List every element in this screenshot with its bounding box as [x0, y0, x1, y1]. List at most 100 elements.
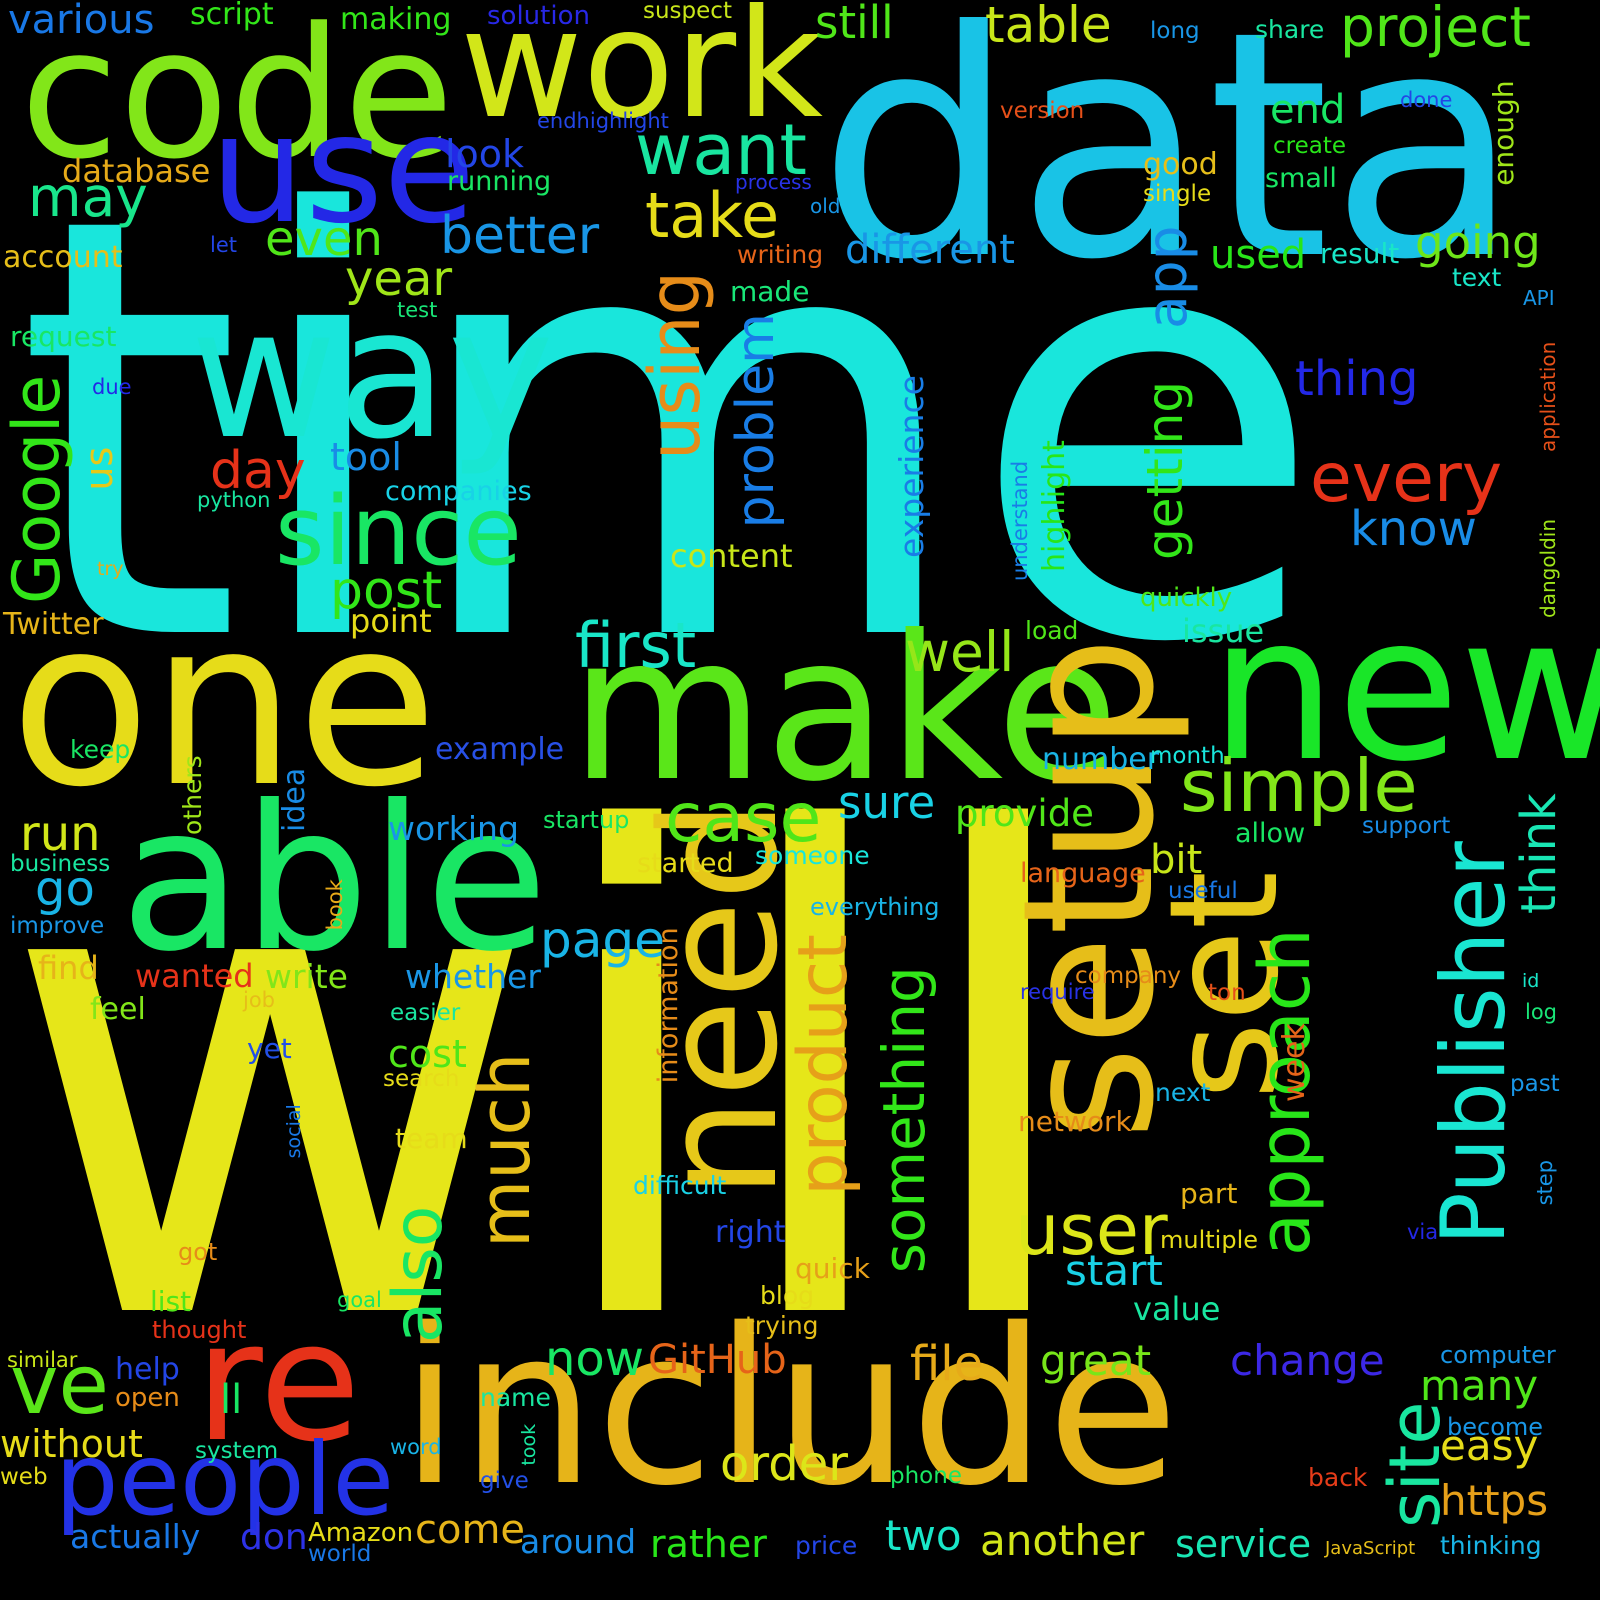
word-team: team — [395, 1122, 468, 1155]
word-product: product — [784, 934, 863, 1196]
word-wanted: wanted — [135, 957, 254, 995]
word-issue: issue — [1182, 612, 1265, 650]
word-still: still — [815, 0, 894, 49]
word-job: job — [243, 988, 276, 1012]
word-post: post — [330, 561, 443, 621]
word-every: every — [1310, 439, 1503, 518]
word-look: look — [445, 132, 525, 176]
word-account: account — [3, 240, 123, 275]
word-experience: experience — [892, 375, 931, 558]
word-back: back — [1308, 1463, 1368, 1492]
word-made: made — [730, 275, 810, 308]
word-end: end — [1270, 87, 1346, 133]
word-idea: idea — [277, 767, 312, 832]
word-web: web — [0, 1464, 48, 1490]
word-want: want — [635, 109, 807, 191]
word-working: working — [388, 809, 519, 848]
word-bit: bit — [1150, 837, 1203, 883]
word-text: text — [1452, 263, 1502, 292]
word-thought: thought — [152, 1316, 247, 1344]
word-keep: keep — [70, 735, 131, 764]
word-small: small — [1265, 163, 1337, 194]
word-use: use — [210, 83, 476, 257]
word-information: information — [653, 927, 684, 1084]
word-making: making — [340, 2, 452, 37]
word-computer: computer — [1440, 1341, 1556, 1369]
word-don: don — [240, 1517, 308, 1558]
word-name: name — [480, 1383, 551, 1412]
word-take: take — [645, 179, 780, 252]
word-thing: thing — [1295, 351, 1419, 407]
word-one: one — [10, 571, 438, 838]
word-give: give — [480, 1468, 529, 1494]
word-table: table — [985, 0, 1112, 54]
word-part: part — [1180, 1177, 1238, 1210]
word-data: data — [818, 0, 1521, 328]
word-first: first — [575, 609, 697, 682]
word-done: done — [1400, 88, 1453, 112]
word-open: open — [115, 1383, 180, 1413]
word-amazon: Amazon — [308, 1518, 414, 1548]
word-ve: ve — [10, 1338, 109, 1433]
word-year: year — [345, 251, 453, 307]
word-due: due — [92, 375, 132, 399]
word-different: different — [845, 227, 1015, 273]
word-whether: whether — [405, 957, 541, 996]
word-user: user — [1015, 1189, 1168, 1271]
word-number: number — [1042, 742, 1160, 777]
word-think: think — [1511, 793, 1567, 914]
word-able: able — [120, 763, 549, 996]
word-log: log — [1525, 1000, 1558, 1024]
word-know: know — [1350, 501, 1477, 557]
word-since: since — [275, 477, 522, 587]
word-provide: provide — [955, 792, 1094, 835]
word-python: python — [197, 488, 271, 512]
word-let: let — [210, 233, 237, 257]
word-difficult: difficult — [633, 1171, 727, 1200]
word-various: various — [8, 0, 155, 43]
word-https: https — [1440, 1476, 1549, 1525]
word-file: file — [910, 1336, 984, 1392]
word-now: now — [545, 1331, 645, 1387]
word-case: case — [665, 779, 822, 858]
word-without: without — [0, 1422, 143, 1466]
word-startup: startup — [543, 806, 630, 834]
word-sure: sure — [838, 776, 936, 829]
word-app: app — [1135, 225, 1199, 329]
word-useful: useful — [1168, 878, 1238, 904]
word-business: business — [10, 851, 111, 877]
word-quickly: quickly — [1140, 583, 1233, 613]
word-using: using — [634, 270, 716, 460]
word-endhighlight: endhighlight — [537, 109, 669, 133]
word-cost: cost — [388, 1032, 467, 1076]
word-value: value — [1133, 1290, 1221, 1328]
word-getting: getting — [1136, 380, 1194, 560]
word-around: around — [520, 1522, 637, 1561]
word-also: also — [379, 1205, 458, 1344]
word-help: help — [115, 1352, 180, 1387]
word-search: search — [383, 1066, 460, 1092]
word-understand: understand — [1008, 460, 1032, 581]
word-simple: simple — [1180, 744, 1418, 828]
word-long: long — [1150, 18, 1200, 44]
word-result: result — [1320, 237, 1400, 270]
word-others: others — [178, 755, 207, 835]
word-thinking: thinking — [1440, 1531, 1542, 1560]
word-go: go — [35, 861, 95, 917]
word-way: way — [190, 270, 555, 479]
word-yet: yet — [247, 1032, 292, 1065]
word-much: much — [464, 1052, 546, 1248]
word-share: share — [1255, 15, 1325, 44]
word-javascript: JavaScript — [1325, 1538, 1416, 1559]
word-point: point — [350, 602, 432, 640]
word-goal: goal — [337, 1288, 382, 1312]
word-rather: rather — [650, 1522, 767, 1566]
word-everything: everything — [810, 893, 940, 921]
word-problem: problem — [726, 313, 786, 529]
word-list: list — [150, 1285, 192, 1318]
word-well: well — [905, 620, 1015, 684]
word-right: right — [715, 1215, 786, 1250]
word-week: week — [1277, 1023, 1312, 1102]
word-great: great — [1040, 1336, 1152, 1385]
word-used: used — [1210, 232, 1307, 278]
